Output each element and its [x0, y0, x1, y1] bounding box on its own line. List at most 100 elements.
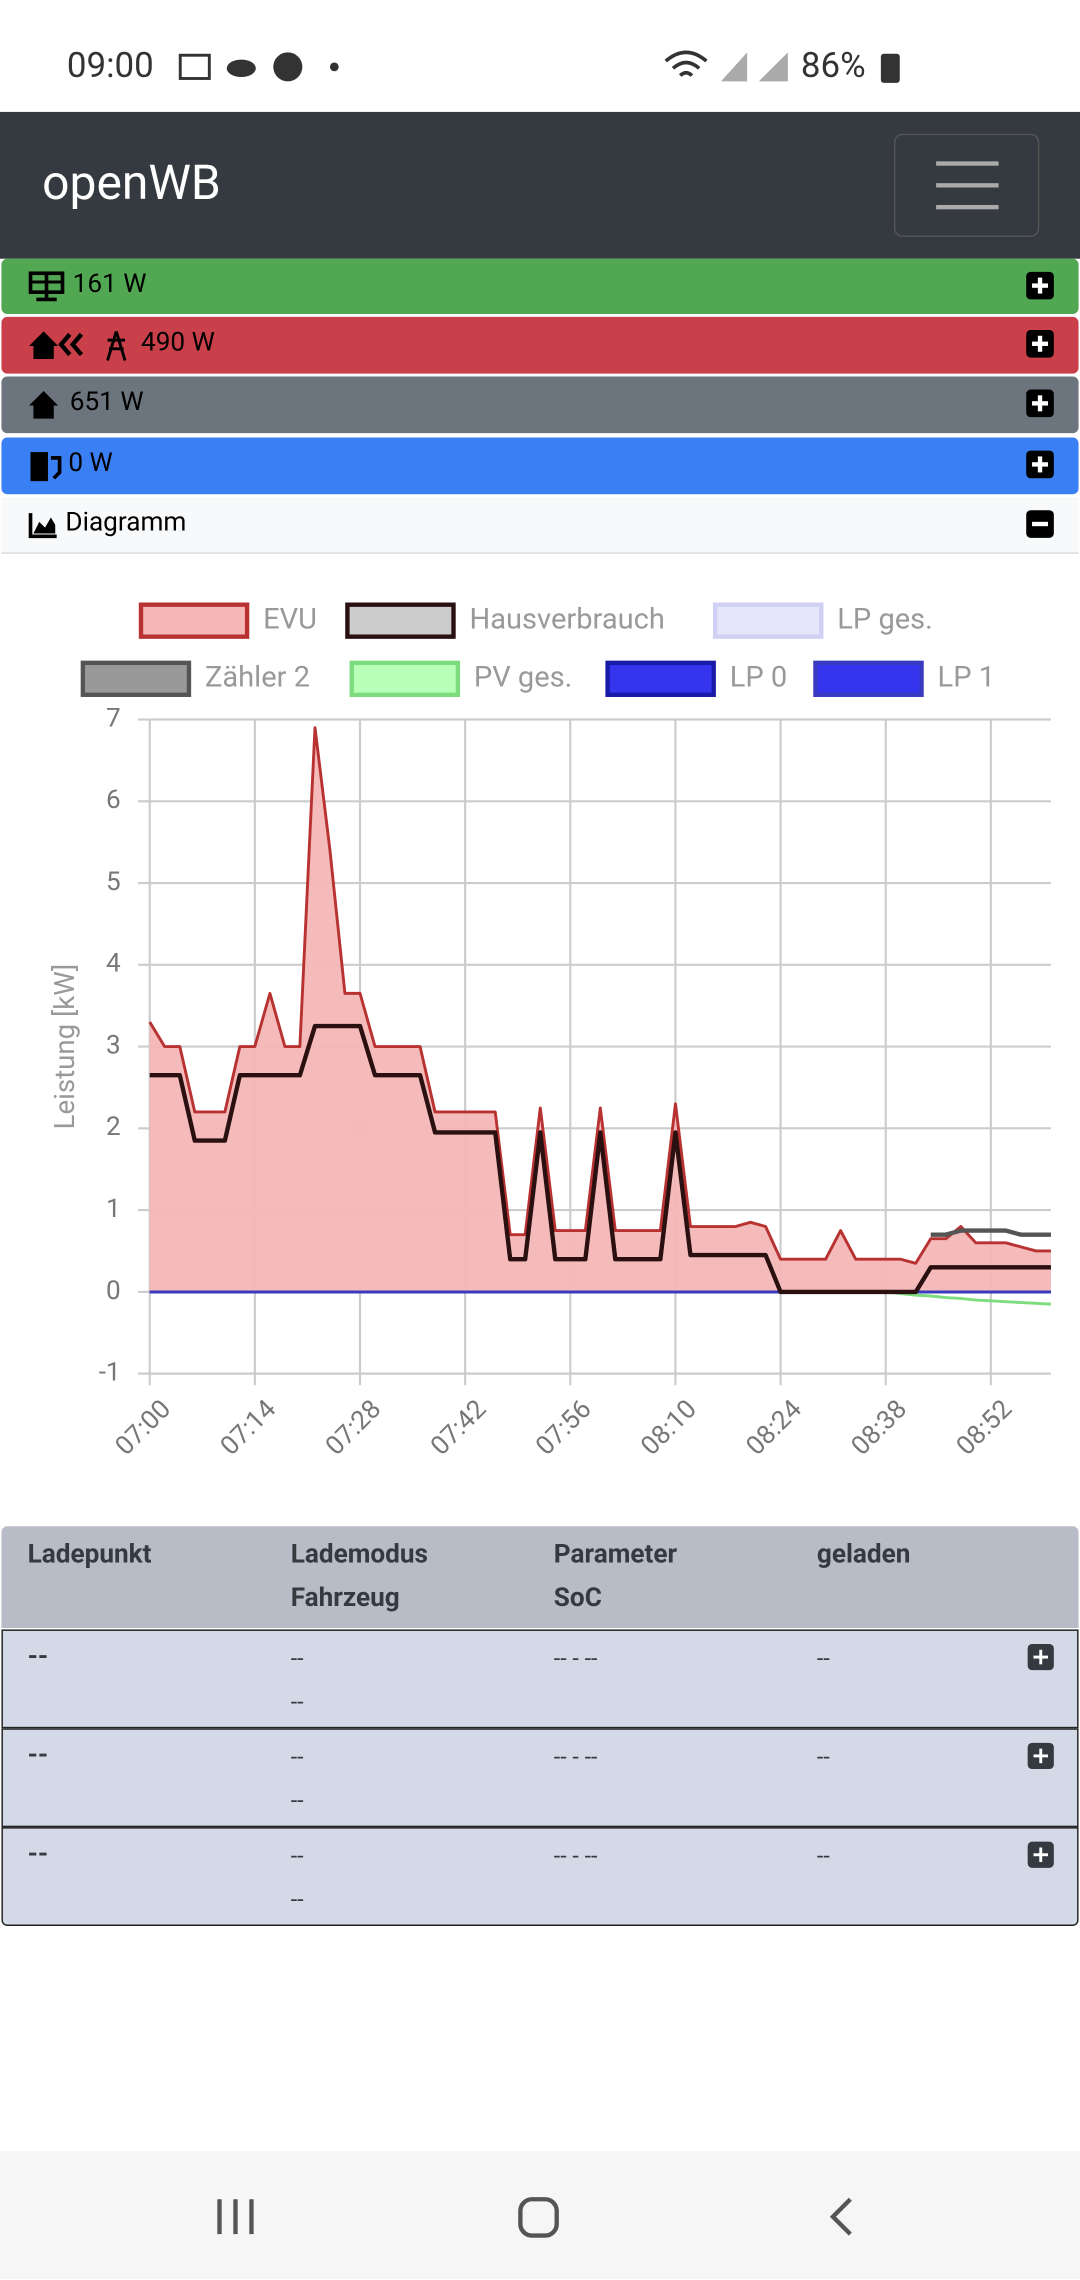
- expand-button[interactable]: [1026, 271, 1054, 300]
- geladen: --: [816, 1643, 830, 1672]
- signal-icons: [664, 50, 788, 82]
- y-tick-label: -1: [99, 1358, 121, 1388]
- line: [148, 726, 1051, 1265]
- x-tick-label: 08:38: [846, 1394, 913, 1461]
- icon: [178, 53, 211, 80]
- icon: [273, 52, 303, 82]
- legend-swatch: [813, 660, 924, 697]
- house-row[interactable]: 651 W: [1, 376, 1079, 434]
- ladepunkt: --: [27, 1739, 49, 1771]
- y-tick-label: 3: [106, 1030, 121, 1060]
- expand-button[interactable]: [1026, 329, 1054, 358]
- grid-icons: [29, 330, 127, 361]
- chart: Leistung [kW] -1 0 1 2 3 4 5 6 7 07:00 07:14 07:28 0…: [48, 602, 1052, 1461]
- x-tick-label: 08:10: [635, 1394, 702, 1461]
- y-tick-label: 2: [106, 1112, 121, 1142]
- diagram-title: Diagramm: [65, 507, 187, 538]
- y-tick-label: 4: [106, 949, 121, 979]
- parameter: -- - --: [553, 1742, 598, 1771]
- lademodus: --: [290, 1643, 304, 1672]
- line: [930, 1228, 1051, 1237]
- back-button[interactable]: [829, 2197, 852, 2236]
- grid-row[interactable]: 490 W: [1, 316, 1079, 374]
- battery-level: 86%: [800, 45, 866, 86]
- brand[interactable]: openWB: [42, 155, 221, 213]
- expand-button[interactable]: [1027, 1742, 1054, 1769]
- charge-row[interactable]: 0 W: [1, 437, 1079, 495]
- x-tick-label: 08:24: [741, 1394, 808, 1461]
- legend-swatch: [712, 602, 824, 639]
- icon: [329, 62, 339, 72]
- column-header: Ladepunkt: [27, 1539, 152, 1570]
- lademodus: --: [290, 1742, 304, 1771]
- house-power: 651 W: [69, 386, 144, 418]
- column-header: Fahrzeug: [290, 1582, 400, 1614]
- pv-power: 161 W: [72, 268, 147, 300]
- table-header: [1, 1526, 1079, 1628]
- legend-swatch: [349, 660, 461, 697]
- table: Ladepunkt Lademodus Fahrzeug Parameter SoC ge…: [1, 1526, 1079, 1929]
- table-row[interactable]: [1, 1728, 1079, 1828]
- legend-label: LP 1: [938, 660, 996, 694]
- geladen: --: [816, 1742, 830, 1771]
- recent-button[interactable]: [217, 2199, 254, 2235]
- charge-power: 0 W: [68, 447, 113, 479]
- legend-swatch: [345, 602, 456, 639]
- parameter: -- - --: [553, 1643, 598, 1672]
- y-tick-label: 0: [106, 1276, 121, 1306]
- diagram-header[interactable]: Diagramm: [1, 497, 1079, 554]
- house-icon: [29, 391, 59, 419]
- column-header: Parameter: [553, 1539, 678, 1570]
- pv-row[interactable]: 161 W: [1, 258, 1079, 314]
- fahrzeug: --: [290, 1786, 304, 1815]
- legend-label: PV ges.: [474, 660, 572, 694]
- legend-label: EVU: [263, 602, 317, 636]
- solar-icon: [28, 271, 65, 302]
- x-tick-label: 07:00: [110, 1394, 177, 1461]
- y-tick-label: 7: [106, 703, 121, 733]
- y-tick-label: 1: [106, 1194, 121, 1224]
- navbar: openWB: [0, 111, 1080, 259]
- icon: [758, 52, 788, 82]
- grid-power: 490 W: [140, 327, 215, 358]
- system-nav: [0, 2151, 1080, 2280]
- legend-swatch: [138, 602, 250, 639]
- table-row[interactable]: [1, 1629, 1079, 1729]
- legend-label: LP 0: [730, 660, 788, 694]
- charger-icon: [30, 452, 62, 482]
- legend-swatch: [605, 660, 716, 697]
- lademodus: --: [290, 1841, 304, 1870]
- clock: 09:00: [66, 45, 154, 86]
- expand-button[interactable]: [1027, 1841, 1054, 1868]
- chart-icon: [28, 513, 57, 539]
- home-button[interactable]: [518, 2197, 559, 2238]
- y-axis-label: Leistung [kW]: [48, 964, 81, 1130]
- column-header: Lademodus: [290, 1539, 429, 1570]
- x-tick-label: 07:28: [320, 1394, 387, 1461]
- icon: [226, 59, 256, 78]
- status-icons: [178, 52, 339, 82]
- ladepunkt: --: [27, 1641, 49, 1672]
- expand-button[interactable]: [1026, 450, 1054, 479]
- icon: [664, 50, 708, 77]
- menu-button[interactable]: [893, 133, 1040, 237]
- legend-label: Zähler 2: [205, 660, 310, 694]
- table-row[interactable]: [1, 1827, 1079, 1926]
- parameter: -- - --: [553, 1841, 598, 1870]
- x-tick-label: 07:14: [215, 1394, 282, 1461]
- y-tick-label: 6: [106, 785, 121, 815]
- battery-icon: [880, 53, 900, 83]
- legend-label: LP ges.: [837, 602, 933, 636]
- nav-icons: [217, 2197, 852, 2238]
- area: [149, 727, 1051, 1292]
- legend-label: Hausverbrauch: [470, 602, 665, 636]
- expand-button[interactable]: [1026, 389, 1054, 418]
- x-tick-label: 07:42: [425, 1394, 492, 1461]
- collapse-button[interactable]: [1026, 510, 1054, 538]
- ladepunkt: --: [27, 1838, 49, 1870]
- x-tick-label: 07:56: [530, 1394, 597, 1461]
- column-header: SoC: [553, 1582, 602, 1614]
- expand-button[interactable]: [1027, 1643, 1054, 1671]
- status-bar: 09:00 86%: [0, 0, 1080, 112]
